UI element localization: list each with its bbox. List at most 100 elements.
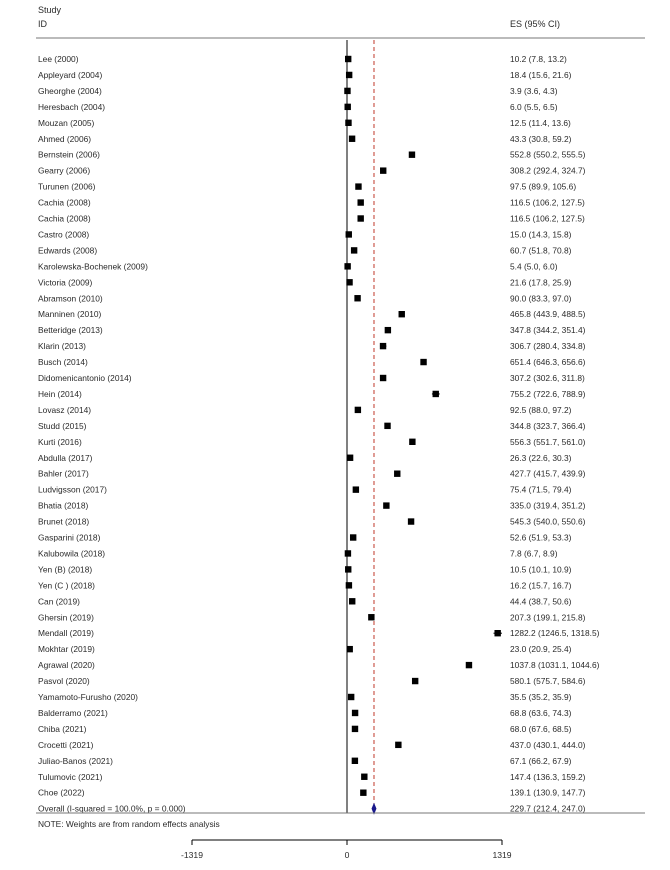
effect-size-label: 16.2 (15.7, 16.7)	[510, 580, 572, 590]
study-label: Heresbach (2004)	[38, 102, 105, 112]
effect-size-label: 347.8 (344.2, 351.4)	[510, 325, 586, 335]
study-marker	[384, 422, 391, 430]
effect-size-label: 10.5 (10.1, 10.9)	[510, 564, 572, 574]
id-column-header: ID	[38, 19, 48, 29]
study-marker	[383, 502, 390, 509]
effect-size-label: 75.4 (71.5, 79.4)	[510, 485, 572, 495]
effect-size-label: 18.4 (15.6, 21.6)	[510, 70, 572, 80]
study-marker	[349, 534, 357, 541]
effect-size-label: 580.1 (575.7, 584.6)	[510, 676, 586, 686]
study-label: Mokhtar (2019)	[38, 644, 95, 654]
effect-size-label: 427.7 (415.7, 439.9)	[510, 469, 586, 479]
study-label: Ludvigsson (2017)	[38, 485, 107, 495]
study-marker	[395, 741, 402, 749]
effect-size-label: 306.7 (280.4, 334.8)	[510, 341, 586, 351]
study-label: Yen (C ) (2018)	[38, 580, 95, 590]
study-marker	[354, 406, 362, 414]
study-label: Mouzan (2005)	[38, 118, 95, 128]
study-marker	[409, 438, 416, 445]
effect-size-label: 7.8 (6.7, 8.9)	[510, 548, 558, 558]
study-marker	[357, 215, 364, 222]
study-label: Yen (B) (2018)	[38, 564, 92, 574]
study-marker	[345, 119, 352, 126]
study-marker	[384, 326, 392, 334]
effect-size-label: 68.8 (63.6, 74.3)	[510, 708, 572, 718]
study-marker	[344, 55, 352, 63]
study-marker	[368, 614, 375, 621]
effect-size-label: 344.8 (323.7, 366.4)	[510, 421, 586, 431]
effect-size-label: 68.0 (67.6, 68.5)	[510, 724, 572, 734]
study-marker	[494, 630, 501, 637]
effect-size-label: 23.0 (20.9, 25.4)	[510, 644, 572, 654]
study-column-header: Study	[38, 5, 62, 15]
study-label: Bernstein (2006)	[38, 150, 100, 160]
study-label: Balderramo (2021)	[38, 708, 108, 718]
study-marker	[394, 470, 401, 477]
study-label: Edwards (2008)	[38, 245, 97, 255]
study-label: Ghersin (2019)	[38, 612, 94, 622]
study-label: Lovasz (2014)	[38, 405, 91, 415]
effect-size-label: 60.7 (51.8, 70.8)	[510, 245, 572, 255]
effect-size-label: 92.5 (88.0, 97.2)	[510, 405, 572, 415]
effect-size-label: 3.9 (3.6, 4.3)	[510, 86, 558, 96]
study-label: Gasparini (2018)	[38, 533, 101, 543]
study-marker	[346, 279, 353, 286]
effect-size-label: 335.0 (319.4, 351.2)	[510, 501, 586, 511]
effect-size-label: 21.6 (17.8, 25.9)	[510, 277, 572, 287]
study-label: Kurti (2016)	[38, 437, 82, 447]
study-label: Didomenicantonio (2014)	[38, 373, 132, 383]
study-label: Castro (2008)	[38, 229, 89, 239]
study-label: Abdulla (2017)	[38, 453, 93, 463]
overall-label: Overall (I-squared = 100.0%, p = 0.000)	[38, 804, 186, 814]
effect-size-label: 556.3 (551.7, 561.0)	[510, 437, 586, 447]
study-label: Appleyard (2004)	[38, 70, 102, 80]
effect-size-label: 116.5 (106.2, 127.5)	[510, 214, 585, 224]
study-marker	[407, 518, 415, 525]
effect-size-label: 43.3 (30.8, 59.2)	[510, 134, 572, 144]
x-tick-label: 0	[345, 850, 350, 860]
study-marker	[465, 661, 473, 669]
study-label: Gearry (2006)	[38, 166, 90, 176]
effect-size-label: 97.5 (89.9, 105.6)	[510, 182, 576, 192]
study-marker	[344, 103, 351, 111]
study-label: Choe (2022)	[38, 788, 85, 798]
study-marker	[346, 454, 354, 461]
study-marker	[345, 231, 352, 238]
study-label: Kalubowila (2018)	[38, 548, 105, 558]
effect-size-label: 90.0 (83.3, 97.0)	[510, 293, 572, 303]
effect-size-label: 15.0 (14.3, 15.8)	[510, 229, 572, 239]
study-marker	[432, 390, 439, 398]
effect-size-label: 755.2 (722.6, 788.9)	[510, 389, 586, 399]
es-column-header: ES (95% CI)	[510, 19, 560, 29]
overall-row: Overall (I-squared = 100.0%, p = 0.000) 2…	[38, 802, 586, 815]
study-label: Pasvol (2020)	[38, 676, 90, 686]
effect-size-label: 10.2 (7.8, 13.2)	[510, 54, 567, 64]
effect-size-label: 44.4 (38.7, 50.6)	[510, 596, 572, 606]
effect-size-label: 6.0 (5.5, 6.5)	[510, 102, 558, 112]
study-marker	[351, 709, 359, 717]
study-label: Chiba (2021)	[38, 724, 87, 734]
effect-size-label: 116.5 (106.2, 127.5)	[510, 198, 585, 208]
study-marker	[379, 374, 387, 382]
overall-effect-size-label: 229.7 (212.4, 247.0)	[510, 804, 586, 814]
study-marker	[354, 295, 361, 302]
effect-size-label: 52.6 (51.9, 53.3)	[510, 533, 572, 543]
study-marker	[357, 199, 364, 206]
study-marker	[345, 566, 352, 573]
study-marker	[350, 247, 358, 254]
study-marker	[346, 645, 353, 653]
study-label: Victoria (2009)	[38, 277, 93, 287]
study-label: Mendall (2019)	[38, 628, 94, 638]
effect-size-label: 307.2 (302.6, 311.8)	[510, 373, 585, 383]
study-marker	[348, 135, 356, 142]
study-label: Studd (2015)	[38, 421, 87, 431]
study-marker	[361, 773, 368, 780]
study-marker	[360, 789, 367, 796]
study-label: Hein (2014)	[38, 389, 82, 399]
study-label: Can (2019)	[38, 596, 80, 606]
study-marker	[398, 311, 405, 318]
study-marker	[408, 151, 416, 158]
study-label: Juliao-Banos (2021)	[38, 756, 113, 766]
study-label: Busch (2014)	[38, 357, 88, 367]
effect-size-label: 5.4 (5.0, 6.0)	[510, 261, 558, 271]
